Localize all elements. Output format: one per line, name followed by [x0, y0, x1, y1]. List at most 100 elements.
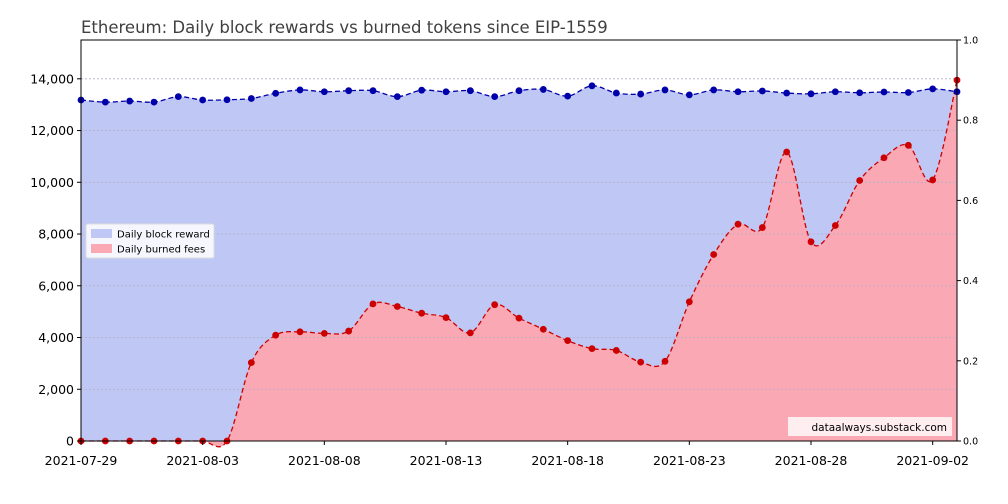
data-point-1-31 [831, 222, 839, 229]
data-point-0-19 [539, 86, 547, 93]
xtick-label-5: 2021-08-23 [653, 453, 726, 468]
data-point-1-24 [661, 357, 669, 365]
watermark-text: dataalways.substack.com [812, 422, 947, 434]
xtick-label-4: 2021-08-18 [531, 453, 604, 468]
data-point-1-9 [296, 328, 304, 336]
data-point-1-15 [442, 314, 450, 321]
data-point-0-23 [637, 90, 645, 98]
data-point-0-34 [904, 89, 912, 96]
ytick-label-6: 12,000 [30, 123, 74, 138]
data-point-1-8 [272, 331, 280, 339]
data-point-0-20 [564, 92, 572, 100]
data-point-1-28 [758, 224, 766, 231]
xtick-label-6: 2021-08-28 [775, 453, 848, 468]
axes: 0 2,000 4,000 6,000 8,000 10,000 12,000 14,000 0… [30, 36, 978, 469]
ytick-label-0: 0 [66, 434, 74, 449]
data-point-0-26 [710, 86, 718, 94]
data-point-0-4 [174, 93, 182, 101]
data-point-1-32 [856, 177, 864, 184]
legend: Daily block reward Daily burned fees [85, 223, 215, 259]
data-point-0-31 [831, 88, 839, 96]
ytick-label-5: 10,000 [30, 175, 74, 190]
data-point-1-20 [564, 337, 572, 345]
data-point-0-24 [661, 86, 669, 94]
data-point-1-34 [904, 141, 912, 149]
data-point-0-6 [223, 96, 231, 104]
data-point-0-21 [588, 82, 596, 90]
xtick-label-7: 2021-09-02 [896, 453, 969, 468]
data-point-0-11 [345, 87, 353, 95]
data-point-0-1 [101, 98, 109, 106]
right-ytick-label-4: 0.8 [963, 116, 978, 127]
legend-label-0: Daily block reward [117, 230, 210, 241]
legend-box [85, 223, 215, 259]
data-point-1-17 [491, 301, 499, 309]
data-point-1-35 [929, 176, 937, 184]
data-point-1-18 [515, 314, 523, 322]
ytick-label-4: 8,000 [38, 227, 74, 242]
xtick-label-3: 2021-08-13 [410, 453, 483, 468]
data-point-1-23 [637, 358, 645, 366]
data-point-0-29 [783, 89, 791, 97]
data-point-1-10 [320, 329, 328, 337]
ytick-label-1: 2,000 [38, 382, 74, 397]
xtick-label-0: 2021-07-29 [45, 453, 118, 468]
data-point-0-2 [126, 97, 134, 105]
data-point-0-7 [247, 95, 255, 102]
data-point-0-14 [418, 86, 426, 94]
legend-swatch-0 [91, 229, 112, 238]
data-point-0-16 [466, 87, 474, 95]
area-fills [81, 80, 957, 447]
data-point-0-13 [393, 93, 401, 101]
data-point-1-19 [539, 325, 547, 333]
data-point-0-3 [150, 98, 158, 106]
data-point-0-18 [515, 87, 523, 95]
data-point-0-22 [612, 89, 620, 97]
data-point-1-16 [466, 329, 474, 337]
area-fill-1 [81, 80, 957, 447]
series-line-1 [81, 79, 958, 448]
ytick-label-7: 14,000 [30, 71, 74, 86]
data-point-0-30 [807, 90, 815, 98]
watermark-box [788, 417, 952, 436]
data-point-0-33 [880, 88, 888, 96]
data-point-0-10 [320, 88, 328, 96]
right-ytick-label-0: 0.0 [963, 437, 978, 448]
data-point-1-11 [345, 327, 353, 335]
data-point-0-35 [929, 85, 937, 93]
chart-title: Ethereum: Daily block rewards vs burned … [81, 18, 608, 37]
data-point-1-30 [807, 238, 815, 246]
xtick-label-1: 2021-08-03 [166, 453, 239, 468]
data-point-1-29 [783, 148, 791, 156]
data-point-1-22 [612, 347, 620, 354]
right-ytick-label-1: 0.2 [963, 356, 978, 367]
right-ytick-label-5: 1.0 [963, 36, 978, 47]
data-point-1-25 [685, 298, 693, 306]
data-point-0-32 [856, 89, 864, 97]
right-ytick-label-2: 0.4 [963, 276, 978, 287]
legend-label-1: Daily burned fees [117, 245, 205, 256]
data-point-0-12 [369, 87, 377, 95]
data-point-1-12 [369, 300, 377, 308]
data-point-0-25 [685, 91, 693, 99]
watermark: dataalways.substack.com [788, 417, 952, 436]
data-point-0-9 [296, 86, 304, 94]
data-point-1-33 [880, 154, 888, 162]
data-point-1-7 [247, 359, 255, 367]
data-point-1-27 [734, 220, 742, 228]
data-point-0-8 [272, 89, 280, 97]
ytick-label-2: 4,000 [38, 330, 74, 345]
xtick-label-2: 2021-08-08 [288, 453, 361, 468]
data-point-1-21 [588, 345, 596, 353]
data-point-0-17 [491, 93, 499, 101]
data-point-1-14 [418, 309, 426, 317]
data-point-0-5 [199, 96, 207, 104]
data-point-1-13 [393, 303, 401, 310]
gridlines [81, 78, 957, 390]
legend-swatch-1 [91, 244, 112, 253]
plot-border [80, 39, 958, 442]
plot-frame [80, 39, 958, 442]
data-point-0-15 [442, 88, 450, 96]
